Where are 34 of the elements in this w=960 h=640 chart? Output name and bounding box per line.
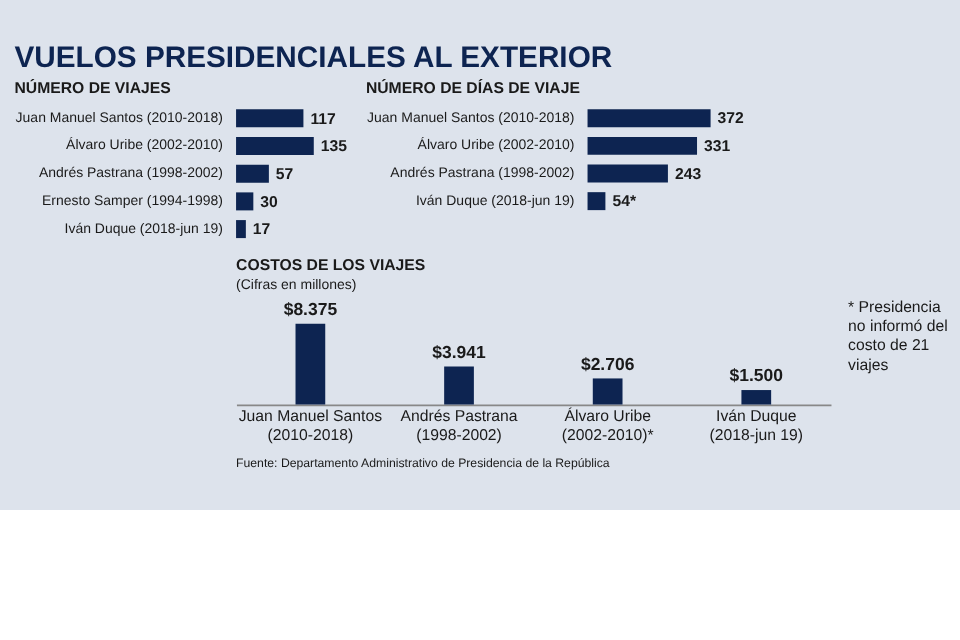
bar: [236, 220, 246, 239]
bar: [741, 390, 772, 405]
text: * Presidencia no informó del costo de 21 viajes: [848, 297, 949, 374]
data-label: 372: [717, 109, 746, 128]
data-label: $8.375: [283, 299, 338, 320]
bar: [236, 136, 314, 155]
bar: [587, 192, 606, 211]
data-label: 243: [674, 164, 703, 183]
data-label: $2.706: [580, 353, 635, 374]
bar: [444, 366, 474, 405]
data-label: $1.500: [729, 365, 784, 386]
data-label: 17: [252, 220, 272, 239]
data-label: 117: [310, 109, 338, 128]
bar: [236, 192, 254, 211]
bar: [295, 323, 326, 405]
chart-title: COSTOS DE LOS VIAJES: [236, 255, 426, 274]
bar: [587, 136, 698, 155]
bar: [236, 164, 269, 183]
data-label: 54*: [612, 192, 638, 211]
chart-title: NÚMERO DE DÍAS DE VIAJE: [365, 79, 580, 98]
bar: [587, 164, 668, 183]
text: NÚMERO DE VIAJES: [14, 79, 171, 98]
x-tick-label: Juan Manuel Santos (2010-2018): [238, 407, 383, 445]
data-label: 331: [704, 137, 732, 156]
x-tick-label: Iván Duque (2018-jun 19): [709, 407, 804, 445]
bar: [236, 109, 304, 128]
bar: [587, 109, 711, 128]
data-label: $3.941: [432, 341, 487, 362]
data-label: 57: [275, 164, 295, 183]
data-label: 135: [320, 137, 349, 156]
x-tick-label: Álvaro Uribe (2002-2010)*: [561, 407, 654, 445]
chart-title: VUELOS PRESIDENCIALES AL EXTERIOR: [14, 43, 613, 76]
bar: [592, 378, 623, 405]
data-label: 30: [260, 192, 280, 211]
